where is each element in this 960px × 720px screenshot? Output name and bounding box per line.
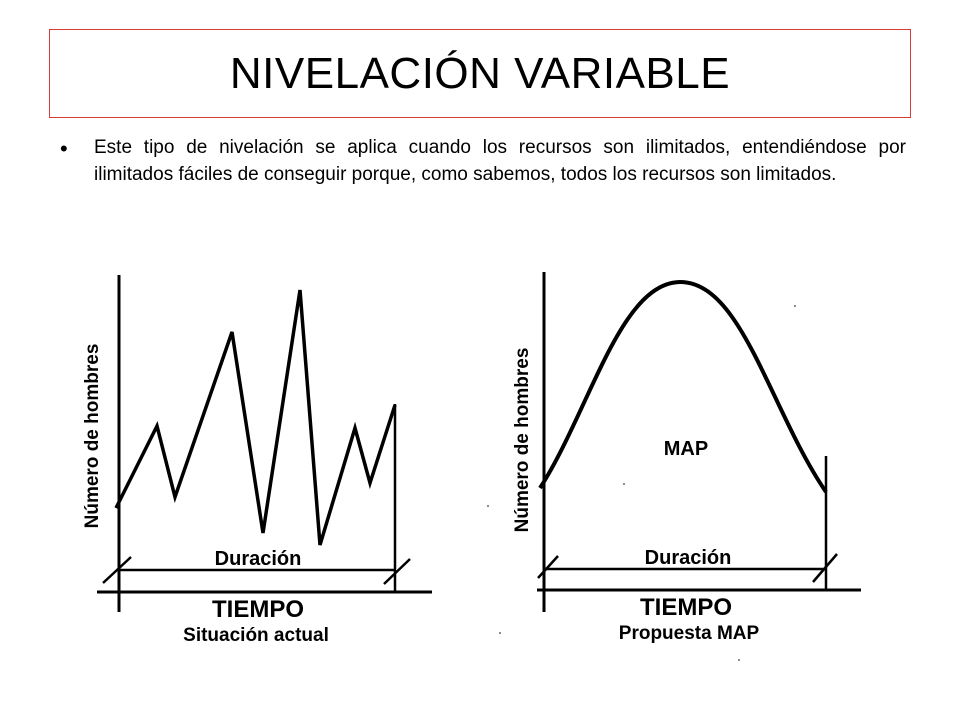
right-duration-label: Duración xyxy=(645,547,732,569)
right-tick-start xyxy=(537,555,559,579)
right-bell-curve xyxy=(538,279,828,494)
bullet-text: Este tipo de nivelación se aplica cuando… xyxy=(94,137,906,185)
left-diagram: Número de hombres Duración TIEMPO Situac… xyxy=(82,275,432,646)
left-tick-end xyxy=(383,558,411,585)
right-caption: Propuesta MAP xyxy=(619,623,760,644)
right-tick-end xyxy=(812,553,838,583)
right-xlabel: TIEMPO xyxy=(640,594,732,621)
title-box: NIVELACIÓN VARIABLE xyxy=(49,29,911,118)
left-ylabel: Número de hombres xyxy=(82,344,103,529)
right-diagram: MAP Número de hombres Duración TIEMPO Pr… xyxy=(512,272,861,644)
right-ylabel: Número de hombres xyxy=(512,348,533,533)
left-xlabel: TIEMPO xyxy=(212,596,304,623)
left-tick-start xyxy=(102,556,132,584)
left-duration-label: Duración xyxy=(215,548,302,570)
left-zigzag-line xyxy=(114,289,397,546)
right-curve-label: MAP xyxy=(664,438,708,460)
slide-title: NIVELACIÓN VARIABLE xyxy=(229,48,731,98)
scan-specks xyxy=(487,305,796,661)
bullet-marker: • xyxy=(60,136,68,161)
left-caption: Situación actual xyxy=(183,625,329,646)
